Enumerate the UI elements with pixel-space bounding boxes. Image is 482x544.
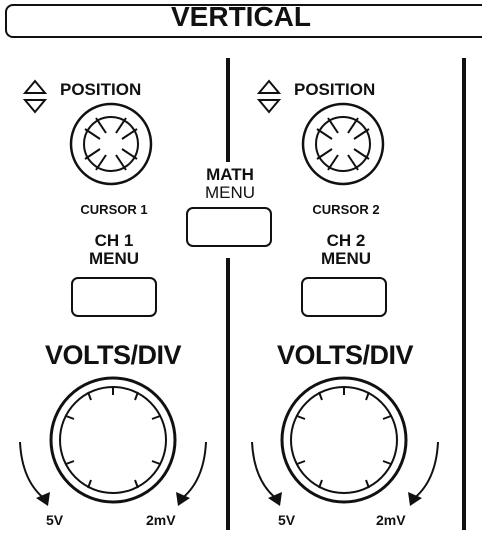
ch2-range-high-label: 2mV <box>376 512 406 528</box>
ch1-position-label: POSITION <box>60 80 142 99</box>
ch1-range-arrow-left-icon <box>19 441 50 506</box>
ch2-menu-button[interactable] <box>301 277 387 317</box>
section-header-frame <box>5 4 482 38</box>
column-divider-left-lower <box>226 258 230 530</box>
ch1-menu-button[interactable] <box>71 277 157 317</box>
ch2-range-arrow-left-icon <box>251 441 282 506</box>
ch1-volts-div-knob[interactable] <box>28 370 198 520</box>
math-menu-label-line2: MENU <box>204 183 256 202</box>
ch2-range-low-label: 5V <box>278 512 296 528</box>
ch1-position-knob[interactable] <box>67 100 155 188</box>
math-menu-button[interactable] <box>186 207 272 247</box>
ch1-menu-label-line1: CH 1 <box>94 231 134 250</box>
ch1-range-arrow-right-icon <box>176 441 207 506</box>
ch2-volts-div-label: VOLTS/DIV <box>276 340 414 370</box>
ch2-position-label: POSITION <box>294 80 376 99</box>
ch2-range-arrow-right-icon <box>408 441 439 506</box>
column-divider-right <box>462 58 466 530</box>
ch2-position-up-triangle-icon <box>256 79 282 94</box>
math-menu-label-line1: MATH <box>206 165 254 184</box>
ch1-range-low-label: 5V <box>46 512 64 528</box>
position-up-triangle-icon <box>22 79 48 94</box>
ch1-cursor-label: CURSOR 1 <box>80 202 148 217</box>
section-title: VERTICAL <box>171 1 311 32</box>
ch1-volts-div-label: VOLTS/DIV <box>44 340 182 370</box>
ch2-menu-label-line2: MENU <box>320 249 372 268</box>
ch1-range-high-label: 2mV <box>146 512 176 528</box>
ch1-menu-label-line2: MENU <box>88 249 140 268</box>
ch2-position-knob[interactable] <box>299 100 387 188</box>
ch2-menu-label-line1: CH 2 <box>326 231 366 250</box>
ch2-cursor-label: CURSOR 2 <box>312 202 380 217</box>
column-divider-left <box>226 58 230 162</box>
ch2-position-down-triangle-icon <box>256 99 282 114</box>
ch2-volts-div-knob[interactable] <box>259 370 429 520</box>
position-down-triangle-icon <box>22 99 48 114</box>
